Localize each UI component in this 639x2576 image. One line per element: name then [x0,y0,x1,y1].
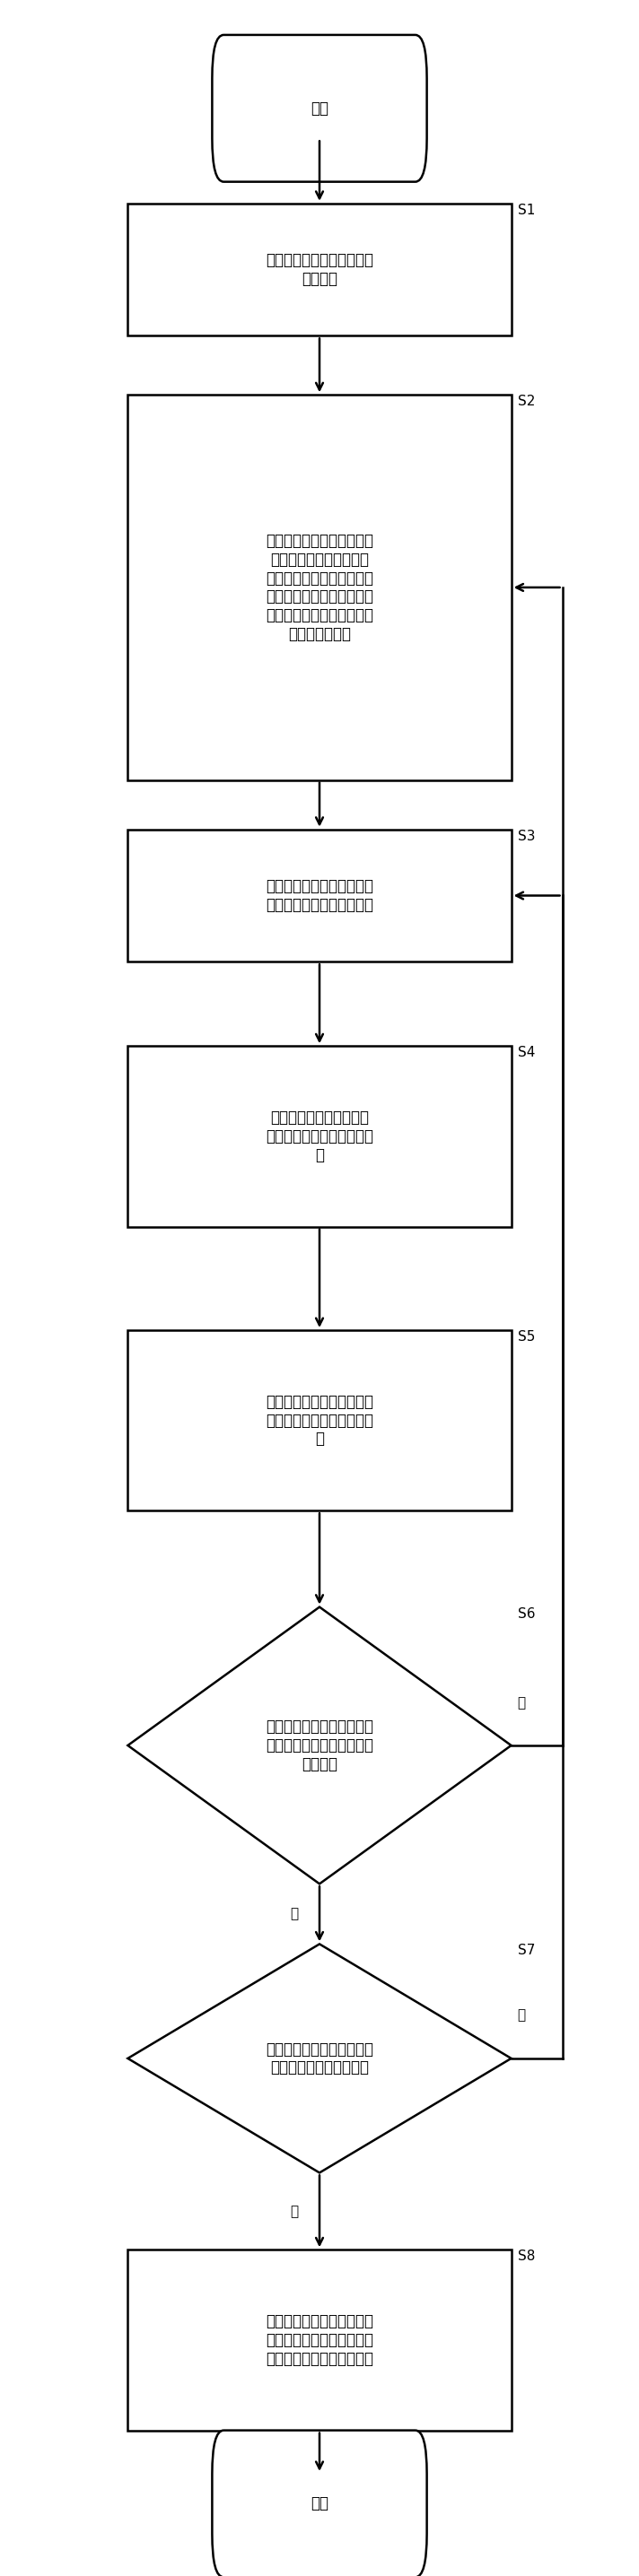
Text: S2: S2 [518,394,535,407]
Text: 是: 是 [290,1906,298,1922]
Bar [128,394,511,781]
Text: S1: S1 [518,204,535,216]
Polygon shape [128,1945,511,2172]
Text: 将所述每一组多播的配置内
容配置到中间交换节点中的
寄存器内，以实现多播通信: 将所述每一组多播的配置内 容配置到中间交换节点中的 寄存器内，以实现多播通信 [266,2313,373,2367]
Text: 结束: 结束 [311,2496,328,2512]
Text: S7: S7 [518,1945,535,1958]
Text: S5: S5 [518,1329,535,1345]
Bar [128,829,511,961]
Bar [128,204,511,335]
Bar [128,2249,511,2429]
Text: S8: S8 [518,2249,535,2264]
Text: S4: S4 [518,1046,535,1059]
Polygon shape [128,1607,511,1883]
Text: 判断当前所处理的一组多播
中的目的交换节点是否全部
记录结束: 判断当前所处理的一组多播 中的目的交换节点是否全部 记录结束 [266,1718,373,1772]
Text: S6: S6 [518,1607,535,1620]
Text: 计算所述源交换节点到一目
的交换节点之间的最短路径: 计算所述源交换节点到一目 的交换节点之间的最短路径 [266,878,373,912]
Text: 否: 否 [518,2009,526,2022]
Text: 利用核心节点对所述配置文
件进行解析，针对一组多
播，得到源节点所在的交换
节点即为源交换节点，以及
目的节点所在的交换节点即
为目的交换节点: 利用核心节点对所述配置文 件进行解析，针对一组多 播，得到源节点所在的交换 节点… [266,533,373,641]
Text: 对所述唯一的最短路径中的
所有交换节点的信息进行记
录: 对所述唯一的最短路径中的 所有交换节点的信息进行记 录 [266,1394,373,1448]
Text: 判断所述配置文件中的每一
组多播是否全部记录结束: 判断所述配置文件中的每一 组多播是否全部记录结束 [266,2040,373,2076]
Text: 配置至少一组多播，以生成
配置文件: 配置至少一组多播，以生成 配置文件 [266,252,373,286]
Bar [128,1329,511,1510]
FancyBboxPatch shape [212,36,427,183]
Text: S3: S3 [518,829,535,842]
Text: 是: 是 [290,2205,298,2218]
Text: 否: 否 [518,1695,526,1710]
Text: 开始: 开始 [311,100,328,116]
Bar [128,1046,511,1226]
FancyBboxPatch shape [212,2429,427,2576]
Text: 判断所述最短路径是否唯
一，以选择出唯一的最短路
径: 判断所述最短路径是否唯 一，以选择出唯一的最短路 径 [266,1110,373,1162]
